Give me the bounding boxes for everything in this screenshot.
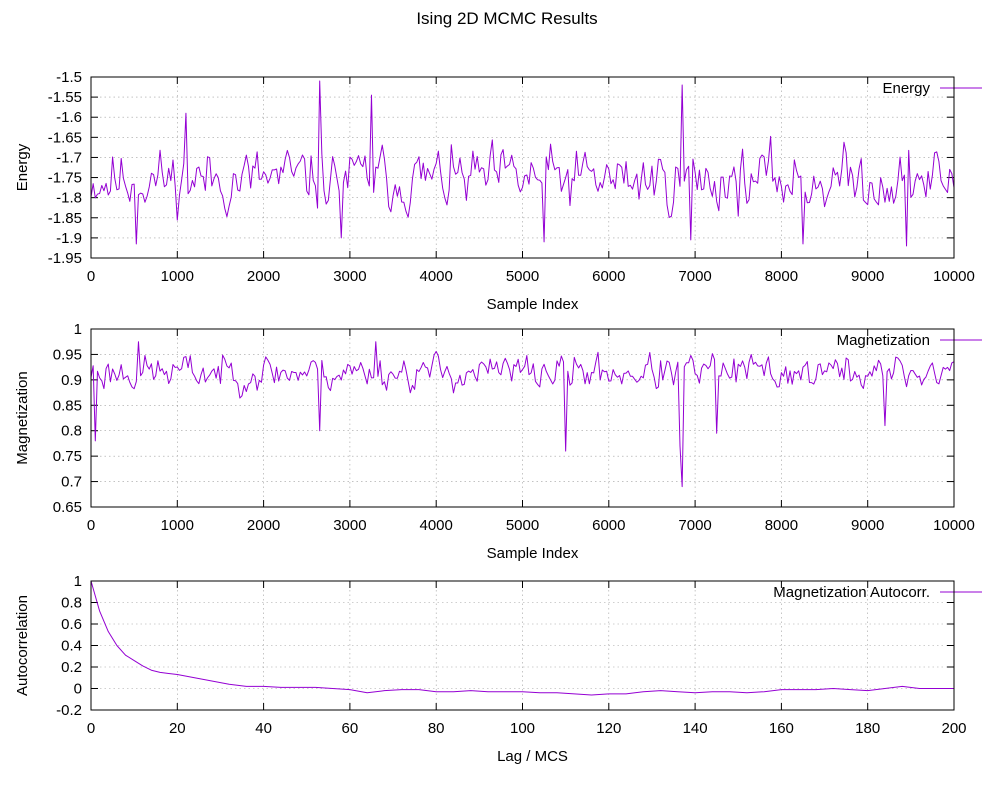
x-tick-label: 0	[87, 517, 95, 534]
legend-label: Energy	[882, 80, 930, 97]
autocorrelation-series-line	[90, 580, 954, 696]
y-tick-label: -1.65	[48, 129, 82, 146]
x-tick-label: 6000	[592, 517, 625, 534]
y-tick-label: 0.75	[53, 448, 82, 465]
x-tick-label: 200	[941, 720, 966, 737]
y-axis-label: Magnetization	[14, 371, 31, 464]
plot-frame	[90, 328, 955, 508]
y-tick-label: -1.8	[56, 190, 82, 207]
x-tick-label: 0	[87, 720, 95, 737]
autocorrelation-panel: 0 20 40 60 80 100 120 140 160 180 200 -0.2 0 0.2 0.4 0.…	[14, 573, 982, 765]
x-tick-label: 2000	[247, 517, 280, 534]
y-tick-label: 0.6	[61, 616, 82, 633]
y-tick-label: 0.95	[53, 346, 82, 363]
y-tick-label: 0.2	[61, 659, 82, 676]
legend-label: Magnetization	[837, 332, 930, 349]
x-tick-label: 60	[342, 720, 359, 737]
y-axis-label: Autocorrelation	[14, 595, 31, 696]
x-axis-label: Lag / MCS	[497, 748, 568, 765]
x-tick-label: 2000	[247, 268, 280, 285]
x-tick-label: 8000	[765, 517, 798, 534]
x-tick-label: 20	[169, 720, 186, 737]
x-tick-label: 5000	[506, 517, 539, 534]
y-tick-label: 0.7	[61, 474, 82, 491]
x-tick-label: 160	[769, 720, 794, 737]
x-tick-label: 10000	[933, 517, 975, 534]
x-tick-label: 4000	[420, 517, 453, 534]
y-tick-label: -1.95	[48, 250, 82, 267]
y-axis-label: Energy	[14, 143, 31, 191]
x-tick-label: 40	[255, 720, 272, 737]
x-tick-label: 3000	[333, 517, 366, 534]
x-tick-label: 0	[87, 268, 95, 285]
x-tick-label: 180	[855, 720, 880, 737]
x-axis-label: Sample Index	[487, 296, 579, 313]
y-tick-label: 0	[74, 681, 82, 698]
x-tick-label: 8000	[765, 268, 798, 285]
x-tick-label: 120	[596, 720, 621, 737]
x-tick-label: 5000	[506, 268, 539, 285]
legend-label: Magnetization Autocorr.	[773, 584, 930, 601]
x-tick-label: 6000	[592, 268, 625, 285]
y-tick-label: -1.9	[56, 230, 82, 247]
y-tick-label: 1	[74, 573, 82, 590]
x-tick-label: 9000	[851, 517, 884, 534]
energy-series-line	[90, 80, 955, 247]
x-tick-label: 10000	[933, 268, 975, 285]
x-tick-label: 80	[428, 720, 445, 737]
x-tick-label: 100	[510, 720, 535, 737]
y-tick-label: 0.8	[61, 423, 82, 440]
x-tick-label: 3000	[333, 268, 366, 285]
plot-frame	[90, 580, 955, 711]
x-tick-label: 140	[683, 720, 708, 737]
y-tick-label: 0.9	[61, 372, 82, 389]
y-tick-label: 0.85	[53, 397, 82, 414]
x-tick-label: 1000	[161, 517, 194, 534]
magnetization-panel: 0 1000 2000 3000 4000 5000 6000 7000 8000 9000 100…	[14, 321, 982, 562]
x-tick-label: 4000	[420, 268, 453, 285]
x-tick-label: 1000	[161, 268, 194, 285]
chart-title: Ising 2D MCMC Results	[416, 9, 597, 28]
y-tick-label: 1	[74, 321, 82, 338]
y-tick-label: -0.2	[56, 702, 82, 719]
y-tick-label: -1.5	[56, 69, 82, 86]
magnetization-series-line	[90, 341, 955, 488]
y-tick-label: -1.55	[48, 89, 82, 106]
energy-panel: 0 1000 2000 3000 4000 5000 6000 7000 8000 9000 100…	[14, 69, 982, 313]
x-tick-label: 7000	[678, 268, 711, 285]
y-tick-label: 0.65	[53, 499, 82, 516]
x-axis-label: Sample Index	[487, 545, 579, 562]
y-tick-label: -1.85	[48, 210, 82, 227]
y-tick-label: 0.8	[61, 595, 82, 612]
y-tick-label: -1.7	[56, 149, 82, 166]
plot-frame	[90, 76, 955, 259]
y-tick-label: -1.75	[48, 170, 82, 187]
x-tick-label: 9000	[851, 268, 884, 285]
y-tick-label: -1.6	[56, 109, 82, 126]
x-tick-label: 7000	[678, 517, 711, 534]
y-tick-label: 0.4	[61, 638, 82, 655]
